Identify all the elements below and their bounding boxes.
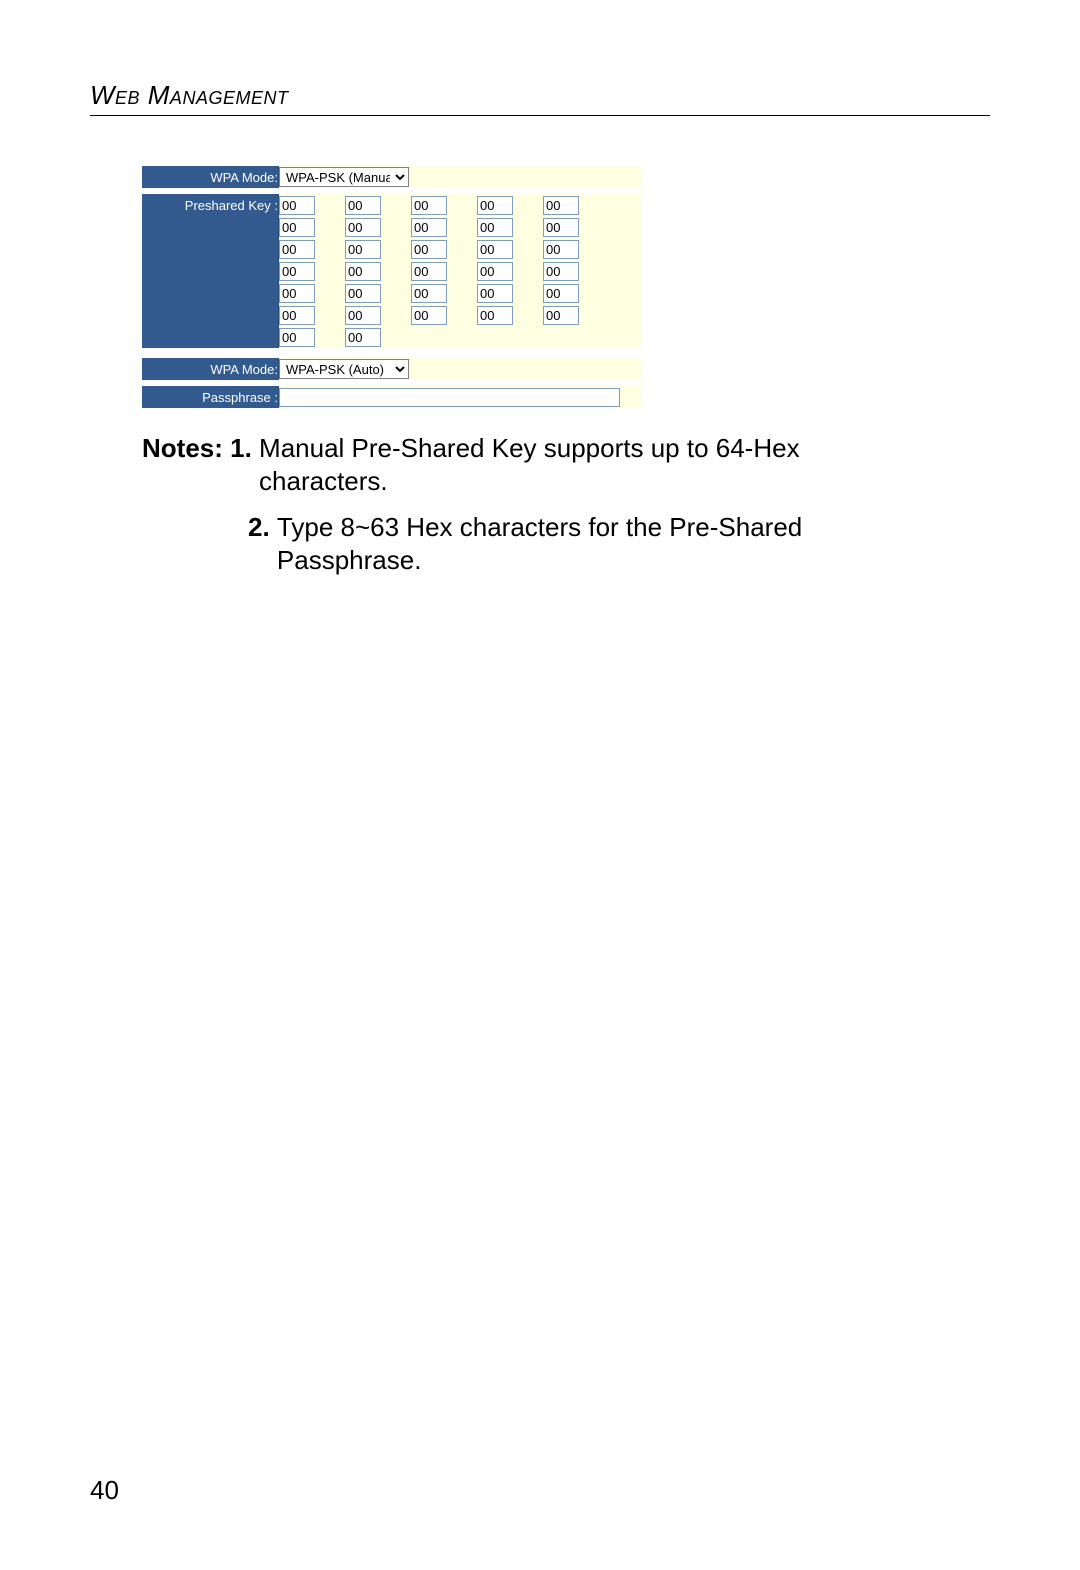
label-blank-2 <box>142 238 279 260</box>
label-blank-3 <box>142 260 279 282</box>
label-blank-1 <box>142 216 279 238</box>
hex-row-4 <box>279 282 643 304</box>
input-passphrase[interactable] <box>279 388 620 407</box>
hex-input[interactable] <box>477 262 513 281</box>
cell-wpa-mode-2: WPA-PSK (Auto) <box>279 358 643 380</box>
hex-input[interactable] <box>345 240 381 259</box>
label-blank-6 <box>142 326 279 348</box>
hex-row-1 <box>279 216 643 238</box>
hex-input[interactable] <box>345 196 381 215</box>
hex-input[interactable] <box>543 218 579 237</box>
hex-input[interactable] <box>411 306 447 325</box>
hex-row-5 <box>279 304 643 326</box>
hex-input[interactable] <box>411 218 447 237</box>
label-passphrase: Passphrase : <box>142 386 279 408</box>
hex-input[interactable] <box>477 240 513 259</box>
hex-input[interactable] <box>345 306 381 325</box>
notes-num-1: 1. <box>230 432 252 465</box>
hex-input[interactable] <box>279 306 315 325</box>
hex-input[interactable] <box>279 196 315 215</box>
cell-wpa-mode-1: WPA-PSK (Manual) <box>279 166 643 188</box>
hex-input[interactable] <box>345 284 381 303</box>
notes-block: Notes: 1. Manual Pre-Shared Key supports… <box>142 432 862 576</box>
label-wpa-mode-2: WPA Mode: <box>142 358 279 380</box>
hex-input[interactable] <box>477 284 513 303</box>
hex-row-2 <box>279 238 643 260</box>
hex-row-0 <box>279 194 643 216</box>
label-blank-4 <box>142 282 279 304</box>
notes-lead: Notes: <box>142 432 230 465</box>
hex-row-6 <box>279 326 643 348</box>
hex-input[interactable] <box>279 328 315 347</box>
hex-input[interactable] <box>543 262 579 281</box>
hex-input[interactable] <box>543 240 579 259</box>
cell-passphrase <box>279 386 643 408</box>
hex-input[interactable] <box>477 306 513 325</box>
label-wpa-mode-1: WPA Mode: <box>142 166 279 188</box>
hex-input[interactable] <box>279 284 315 303</box>
hex-input[interactable] <box>345 262 381 281</box>
hex-input[interactable] <box>477 218 513 237</box>
hex-input[interactable] <box>279 240 315 259</box>
select-wpa-mode-auto[interactable]: WPA-PSK (Auto) <box>279 359 409 379</box>
hex-input[interactable] <box>411 196 447 215</box>
hex-input[interactable] <box>477 196 513 215</box>
notes-row-1: Notes: 1. Manual Pre-Shared Key supports… <box>142 432 862 497</box>
hex-input[interactable] <box>411 240 447 259</box>
hex-input[interactable] <box>279 262 315 281</box>
select-wpa-mode-manual[interactable]: WPA-PSK (Manual) <box>279 167 409 187</box>
hex-input[interactable] <box>411 262 447 281</box>
notes-text-1: Manual Pre-Shared Key supports up to 64-… <box>259 432 862 497</box>
page-title: Web Management <box>90 80 990 111</box>
notes-row-2: 2. Type 8~63 Hex characters for the Pre-… <box>248 511 862 576</box>
page-number: 40 <box>90 1475 119 1506</box>
hex-input[interactable] <box>543 306 579 325</box>
label-preshared-key: Preshared Key : <box>142 194 279 216</box>
hex-row-3 <box>279 260 643 282</box>
config-table: WPA Mode: WPA-PSK (Manual) Preshared Key… <box>142 166 642 408</box>
notes-num-2: 2. <box>248 511 270 544</box>
notes-text-2: Type 8~63 Hex characters for the Pre-Sha… <box>277 511 862 576</box>
hex-input[interactable] <box>345 218 381 237</box>
hex-input[interactable] <box>279 218 315 237</box>
header-rule <box>90 115 990 116</box>
label-blank-5 <box>142 304 279 326</box>
hex-input[interactable] <box>345 328 381 347</box>
config-panel: WPA Mode: WPA-PSK (Manual) Preshared Key… <box>142 166 642 408</box>
hex-input[interactable] <box>543 284 579 303</box>
hex-input[interactable] <box>411 284 447 303</box>
hex-input[interactable] <box>543 196 579 215</box>
